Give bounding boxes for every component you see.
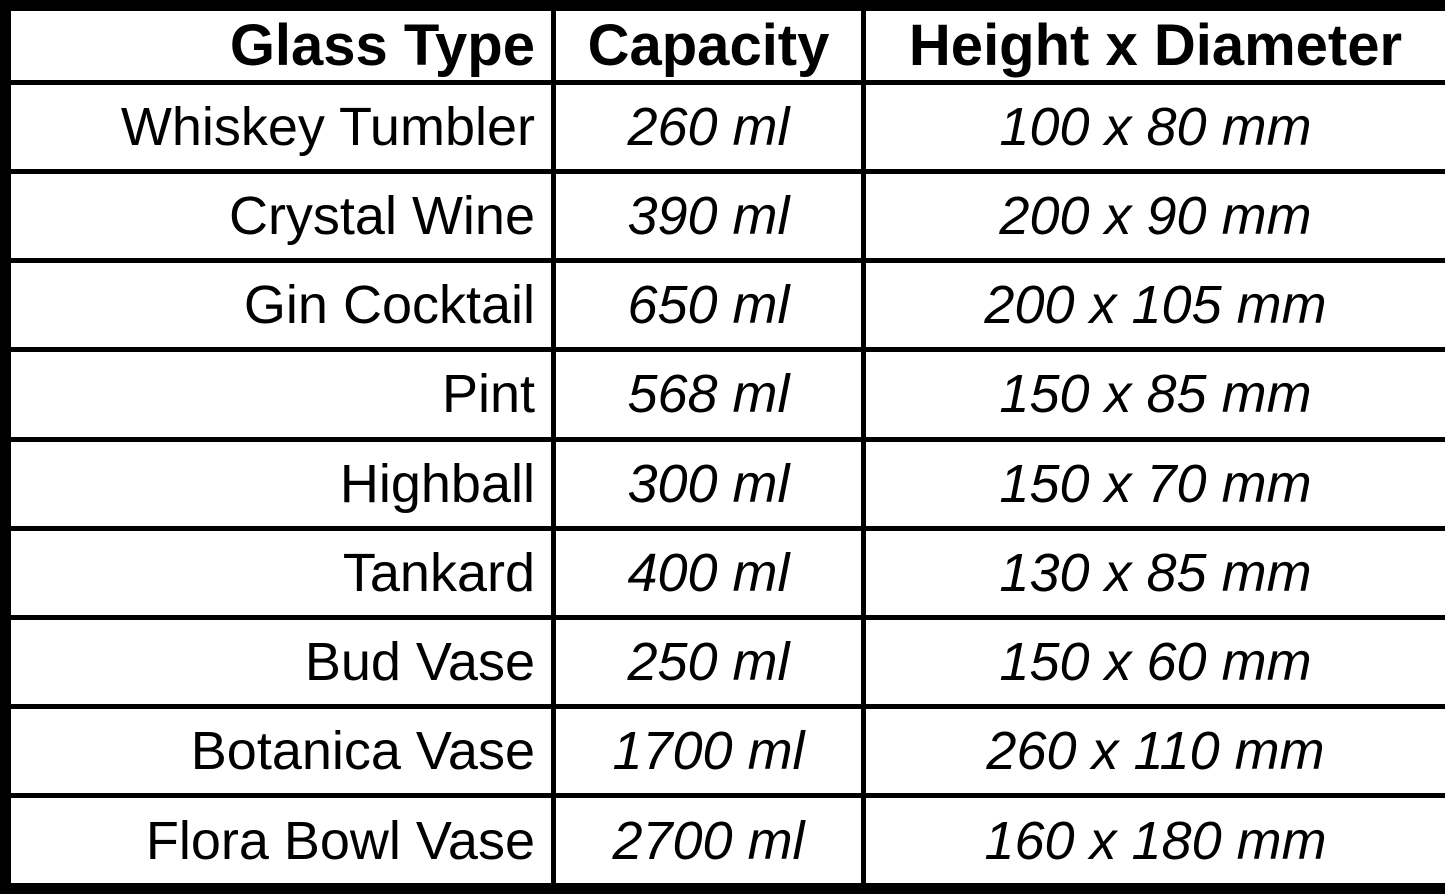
- glass-type-cell: Flora Bowl Vase: [0, 793, 556, 894]
- capacity-cell: 650 ml: [551, 258, 866, 353]
- glass-type-cell: Whiskey Tumbler: [0, 79, 556, 175]
- capacity-cell: 390 ml: [551, 169, 866, 264]
- column-header-glass-type: Glass Type: [0, 0, 556, 85]
- column-header-capacity: Capacity: [551, 0, 866, 85]
- dimensions-cell: 160 x 180 mm: [861, 793, 1445, 894]
- glass-type-cell: Crystal Wine: [0, 169, 556, 264]
- glass-type-cell: Tankard: [0, 525, 556, 620]
- table-row: Tankard 400 ml 130 x 85 mm: [0, 525, 1445, 620]
- capacity-cell: 400 ml: [551, 525, 866, 620]
- dimensions-cell: 130 x 85 mm: [861, 525, 1445, 620]
- glass-type-cell: Bud Vase: [0, 614, 556, 709]
- capacity-cell: 260 ml: [551, 79, 866, 175]
- dimensions-cell: 200 x 105 mm: [861, 258, 1445, 353]
- column-header-height-x-diameter: Height x Diameter: [861, 0, 1445, 85]
- glass-type-cell: Pint: [0, 347, 556, 442]
- capacity-cell: 300 ml: [551, 436, 866, 531]
- dimensions-cell: 200 x 90 mm: [861, 169, 1445, 264]
- dimensions-cell: 150 x 60 mm: [861, 614, 1445, 709]
- dimensions-cell: 150 x 70 mm: [861, 436, 1445, 531]
- table-row: Flora Bowl Vase 2700 ml 160 x 180 mm: [0, 793, 1445, 894]
- table-row: Whiskey Tumbler 260 ml 100 x 80 mm: [0, 79, 1445, 175]
- table-body: Whiskey Tumbler 260 ml 100 x 80 mm Crystal …: [0, 79, 1445, 894]
- table-row: Bud Vase 250 ml 150 x 60 mm: [0, 614, 1445, 709]
- capacity-cell: 2700 ml: [551, 793, 866, 894]
- table-row: Highball 300 ml 150 x 70 mm: [0, 436, 1445, 531]
- glass-type-cell: Gin Cocktail: [0, 258, 556, 353]
- capacity-cell: 568 ml: [551, 347, 866, 442]
- glass-type-cell: Botanica Vase: [0, 703, 556, 799]
- dimensions-cell: 100 x 80 mm: [861, 79, 1445, 175]
- dimensions-cell: 260 x 110 mm: [861, 703, 1445, 799]
- table-row: Crystal Wine 390 ml 200 x 90 mm: [0, 169, 1445, 264]
- capacity-cell: 250 ml: [551, 614, 866, 709]
- header-row: Glass Type Capacity Height x Diameter: [0, 0, 1445, 85]
- dimensions-cell: 150 x 85 mm: [861, 347, 1445, 442]
- table-row: Botanica Vase 1700 ml 260 x 110 mm: [0, 703, 1445, 799]
- table-row: Pint 568 ml 150 x 85 mm: [0, 347, 1445, 442]
- capacity-cell: 1700 ml: [551, 703, 866, 799]
- table-row: Gin Cocktail 650 ml 200 x 105 mm: [0, 258, 1445, 353]
- glass-type-cell: Highball: [0, 436, 556, 531]
